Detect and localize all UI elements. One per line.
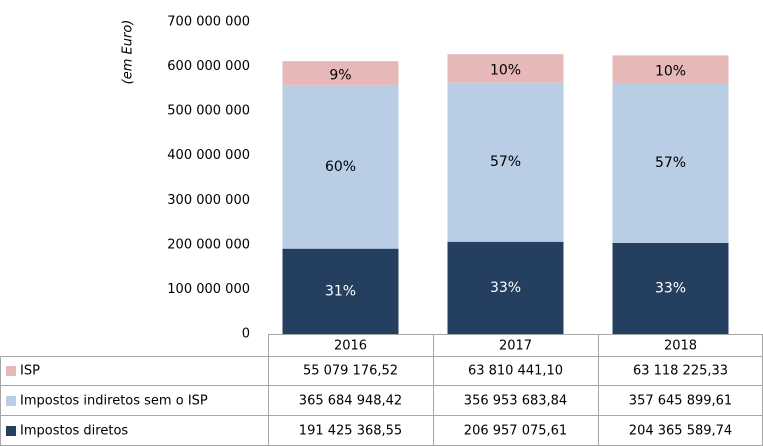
table-cell: 356 953 683,84 [464,394,567,409]
x-tick-label: 2018 [664,339,697,354]
y-tick-label: 100 000 000 [167,282,250,297]
percent-label: 10% [490,62,521,78]
legend-label: ISP [20,364,40,379]
bar-segment [447,54,564,83]
x-tick-label: 2017 [499,339,532,354]
table-cell: 191 425 368,55 [299,424,402,439]
bar-segment [282,248,399,334]
y-tick-label: 700 000 000 [167,15,250,30]
legend-label: Impostos indiretos sem o ISP [20,394,208,409]
bar-segment [612,242,729,334]
table-cell: 204 365 589,74 [629,424,732,439]
table-cell: 365 684 948,42 [299,394,402,409]
bar-segment [447,82,564,242]
y-tick-label: 0 [242,327,250,342]
bar-segment [447,241,564,334]
percent-label: 10% [655,63,686,79]
y-tick-label: 200 000 000 [167,237,250,252]
table-cell: 55 079 176,52 [303,364,398,379]
bar-segment [282,85,399,249]
y-axis-label: (em Euro) [121,20,136,85]
percent-label: 57% [490,154,521,170]
y-tick-label: 600 000 000 [167,59,250,74]
y-tick-label: 400 000 000 [167,148,250,163]
bar-segment [612,83,729,243]
bar-segment [612,55,729,84]
x-tick-label: 2016 [334,339,367,354]
legend-swatch [6,426,16,436]
percent-label: 33% [655,280,686,296]
table-cell: 357 645 899,61 [629,394,732,409]
legend-label: Impostos diretos [20,424,128,439]
percent-label: 31% [325,283,356,299]
table-cell: 63 810 441,10 [468,364,563,379]
legend-swatch [6,366,16,376]
percent-label: 57% [655,155,686,171]
percent-label: 60% [325,159,356,175]
percent-label: 9% [329,67,351,83]
bar-segment [282,61,399,86]
table-cell: 206 957 075,61 [464,424,567,439]
y-tick-label: 300 000 000 [167,193,250,208]
legend-swatch [6,396,16,406]
table-cell: 63 118 225,33 [633,364,728,379]
y-tick-label: 500 000 000 [167,104,250,119]
percent-label: 33% [490,280,521,296]
